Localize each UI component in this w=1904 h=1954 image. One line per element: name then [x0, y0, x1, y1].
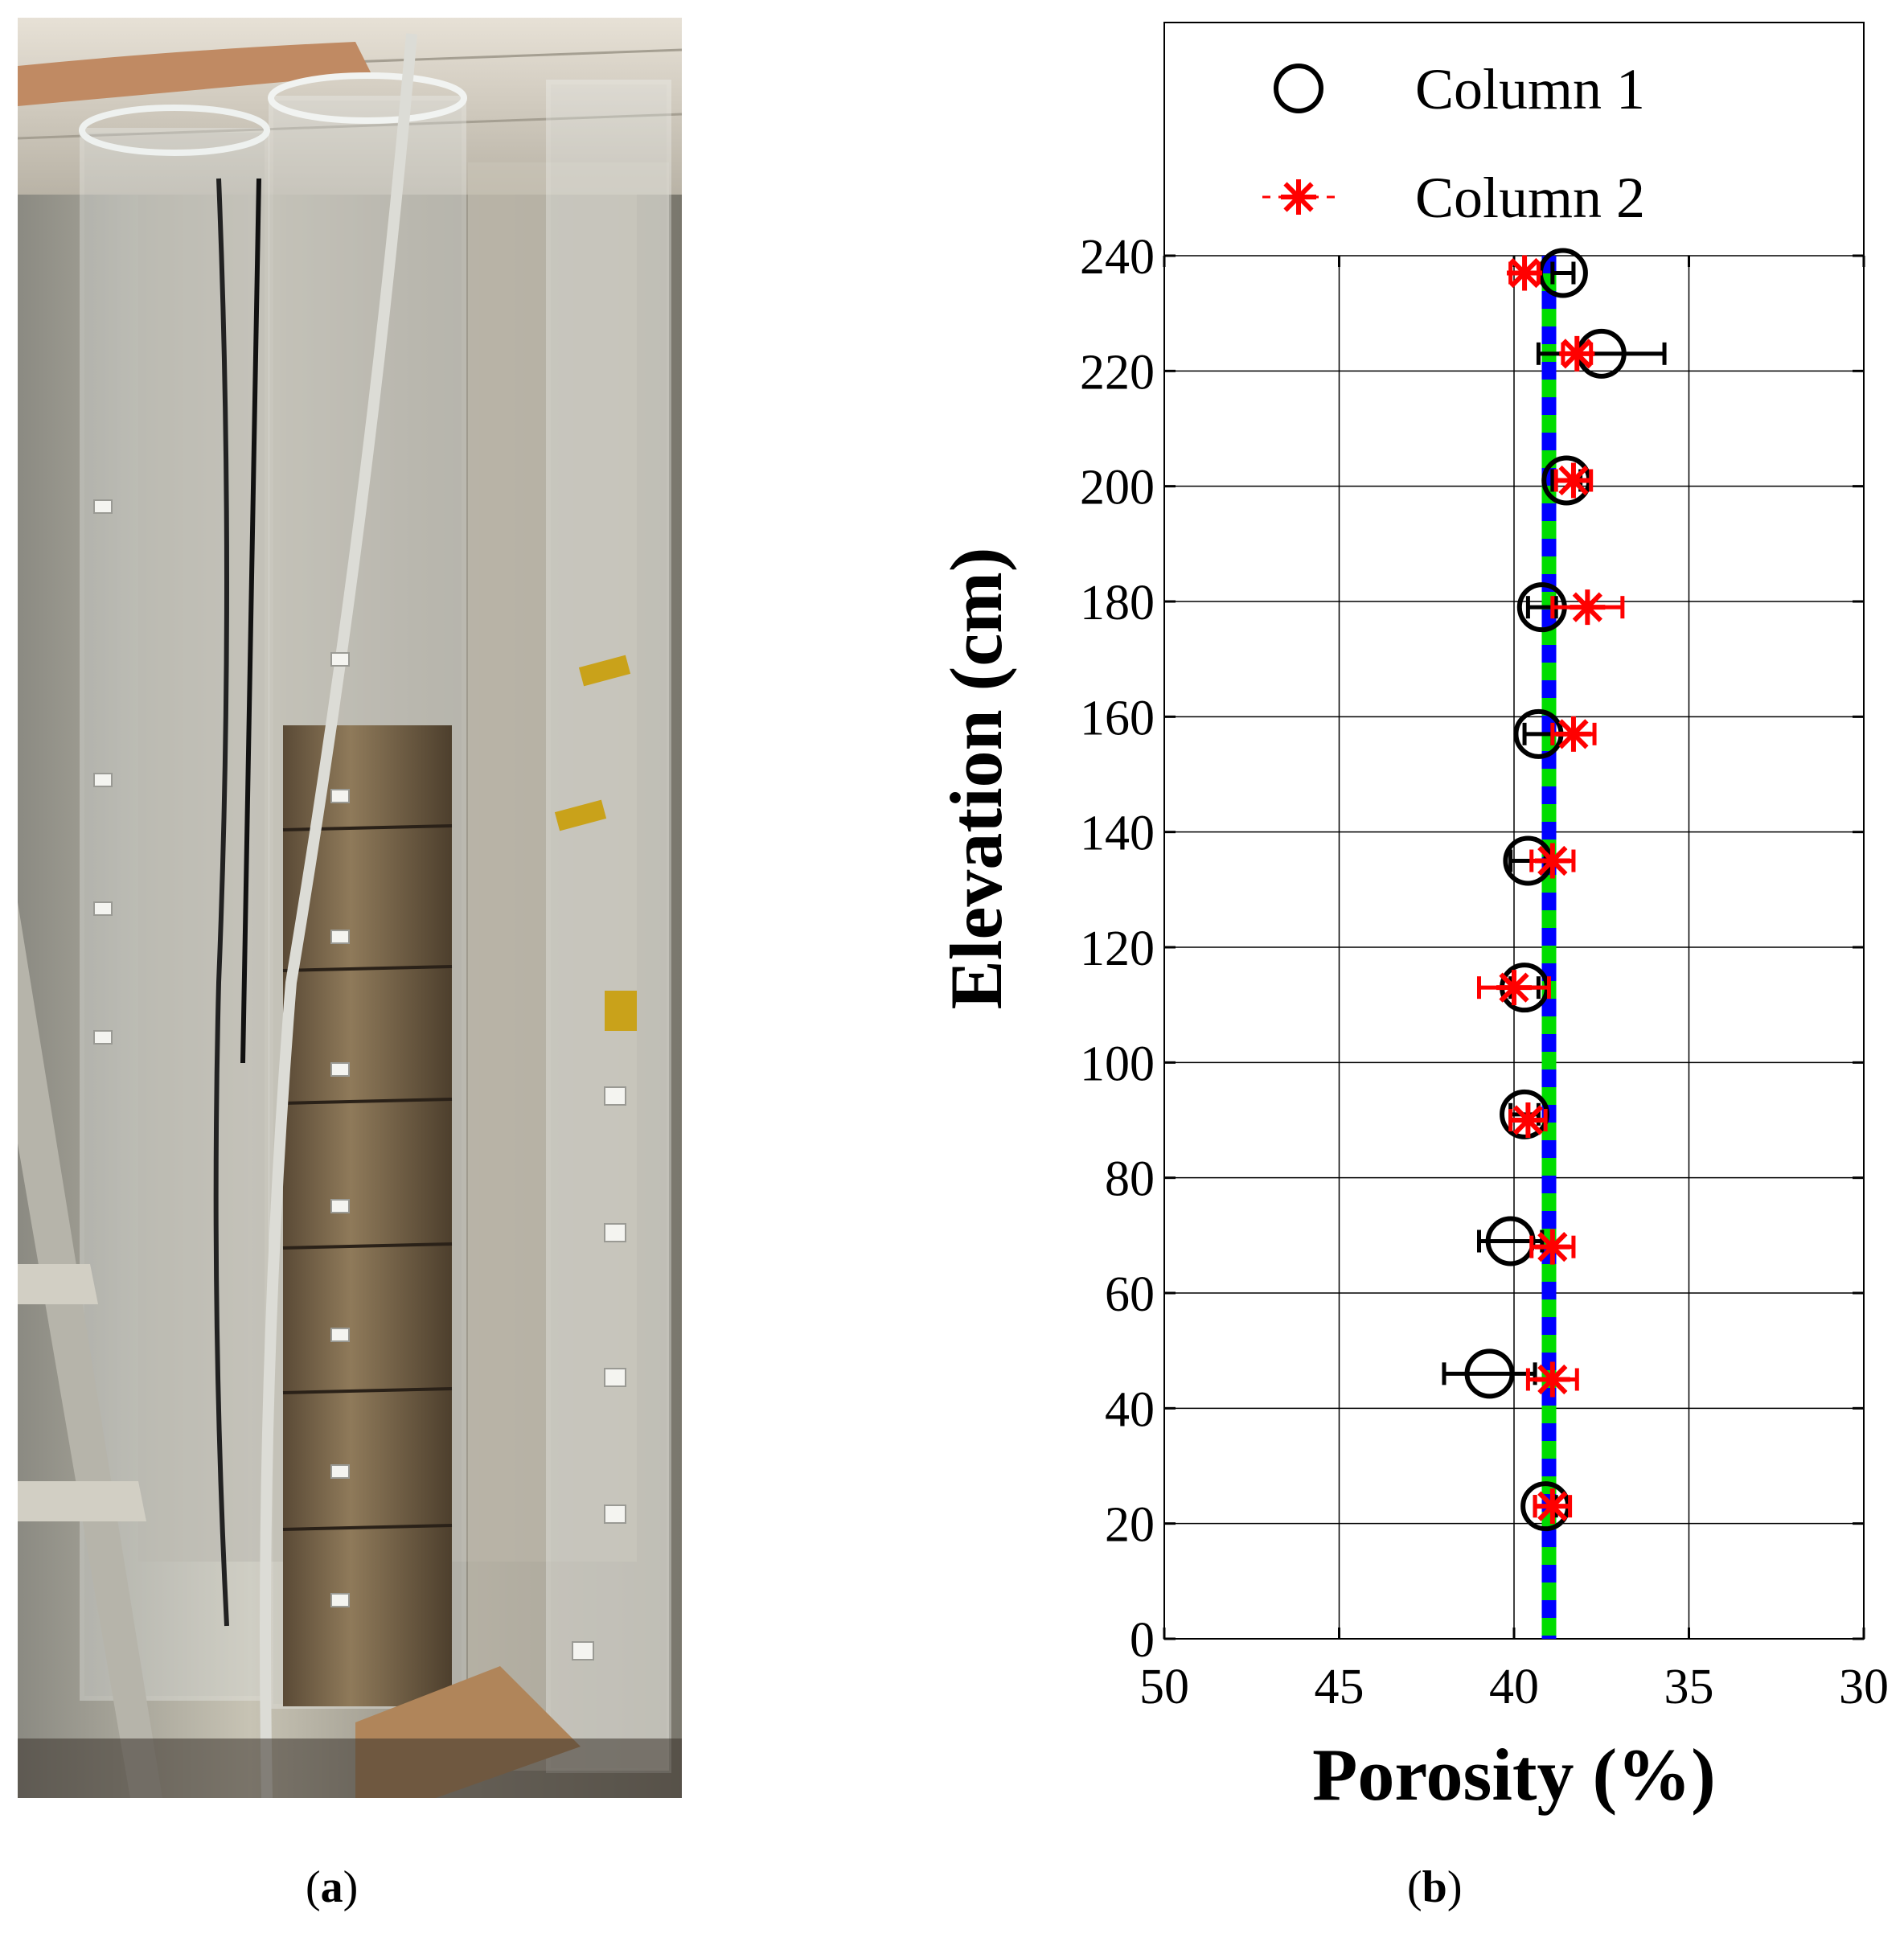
data-point-column-2	[1534, 1488, 1570, 1525]
lab-sand-columns-photo	[18, 18, 682, 1798]
panel-b-caption: (b)	[1407, 1862, 1463, 1912]
legend-label-column-1: Column 1	[1415, 57, 1645, 121]
y-axis-label: Elevation (cm)	[935, 548, 1017, 1010]
data-point-column-2	[1496, 970, 1532, 1006]
data-point-column-2	[1534, 1361, 1570, 1398]
y-tick-label: 220	[1080, 345, 1155, 400]
error-bar-1	[1442, 1362, 1537, 1385]
y-tick-label: 140	[1080, 807, 1155, 861]
error-bar-1	[1536, 342, 1667, 365]
data-point-column-2	[1534, 1229, 1570, 1265]
y-tick-label: 60	[1105, 1267, 1155, 1322]
data-point-column-2	[1559, 335, 1595, 372]
x-tick-label: 35	[1664, 1660, 1714, 1714]
data-point-column-2	[1570, 589, 1606, 626]
error-bar-1	[1550, 261, 1576, 285]
x-tick-label: 45	[1315, 1660, 1364, 1714]
data-point-column-2	[1510, 1102, 1546, 1138]
y-tick-label: 80	[1105, 1152, 1155, 1207]
y-tick-label: 160	[1080, 691, 1155, 745]
data-point-column-2	[1534, 843, 1570, 879]
data-point-column-2	[1507, 255, 1543, 291]
y-tick-label: 120	[1080, 922, 1155, 976]
data-point-column-2	[1555, 716, 1591, 752]
legend-label-column-2: Column 2	[1415, 166, 1645, 230]
data-point-column-1	[1464, 1349, 1515, 1399]
panel-a-caption: (a)	[306, 1862, 359, 1912]
x-tick-label: 40	[1489, 1660, 1539, 1714]
legend-marker-column-1	[1274, 64, 1323, 113]
x-tick-label: 30	[1839, 1660, 1889, 1714]
y-tick-label: 40	[1105, 1382, 1155, 1437]
y-tick-label: 20	[1105, 1498, 1155, 1553]
x-axis-label: Porosity (%)	[1312, 1734, 1716, 1816]
y-tick-label: 200	[1080, 461, 1155, 515]
y-tick-label: 240	[1080, 230, 1155, 285]
x-tick-label: 50	[1139, 1660, 1189, 1714]
data-point-column-2	[1555, 462, 1591, 499]
y-tick-label: 0	[1130, 1613, 1155, 1668]
y-tick-label: 100	[1080, 1037, 1155, 1091]
y-tick-label: 180	[1080, 576, 1155, 630]
